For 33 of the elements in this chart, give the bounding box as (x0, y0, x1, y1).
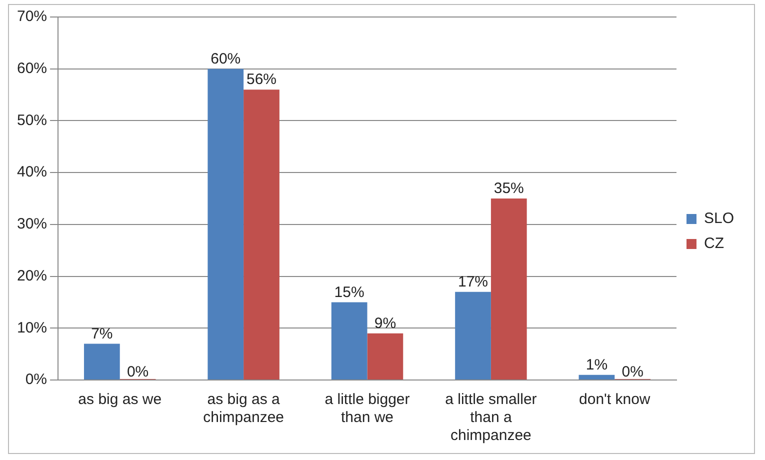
data-label: 7% (91, 325, 113, 342)
bar (490, 198, 527, 380)
bar (208, 68, 244, 380)
bar (455, 292, 491, 380)
data-label: 1% (586, 356, 608, 374)
x-tick-label: a little bigger than we (324, 391, 410, 426)
bar (244, 90, 280, 380)
data-label: 60% (210, 50, 241, 68)
y-tick-label: 10% (16, 319, 48, 336)
y-tick-label: 70% (16, 8, 48, 26)
data-label: 0% (622, 364, 644, 381)
bar (84, 344, 120, 380)
x-tick-label: don't know (579, 391, 650, 408)
y-tick-label: 40% (16, 164, 48, 181)
x-tick-label: as big as we (78, 391, 162, 408)
y-tick-label: 30% (16, 216, 48, 233)
data-label: 56% (246, 71, 277, 88)
x-tick-label: as big as a chimpanzee (203, 391, 284, 426)
x-tick-label: a little smaller than a chimpanzee (445, 391, 537, 444)
y-tick-label: 20% (16, 267, 48, 284)
data-label: 9% (374, 314, 396, 332)
bar (331, 302, 368, 380)
bar (578, 374, 615, 380)
y-tick-label: 50% (16, 112, 48, 129)
legend-label: SLO (704, 210, 734, 228)
data-label: 0% (126, 364, 149, 381)
y-tick-label: 60% (16, 60, 48, 77)
y-tick-label: 0% (25, 371, 48, 388)
data-label: 17% (458, 273, 488, 290)
bar (367, 333, 404, 380)
data-label: 15% (334, 284, 364, 301)
legend-label: CZ (704, 235, 724, 252)
data-label: 35% (494, 180, 524, 198)
